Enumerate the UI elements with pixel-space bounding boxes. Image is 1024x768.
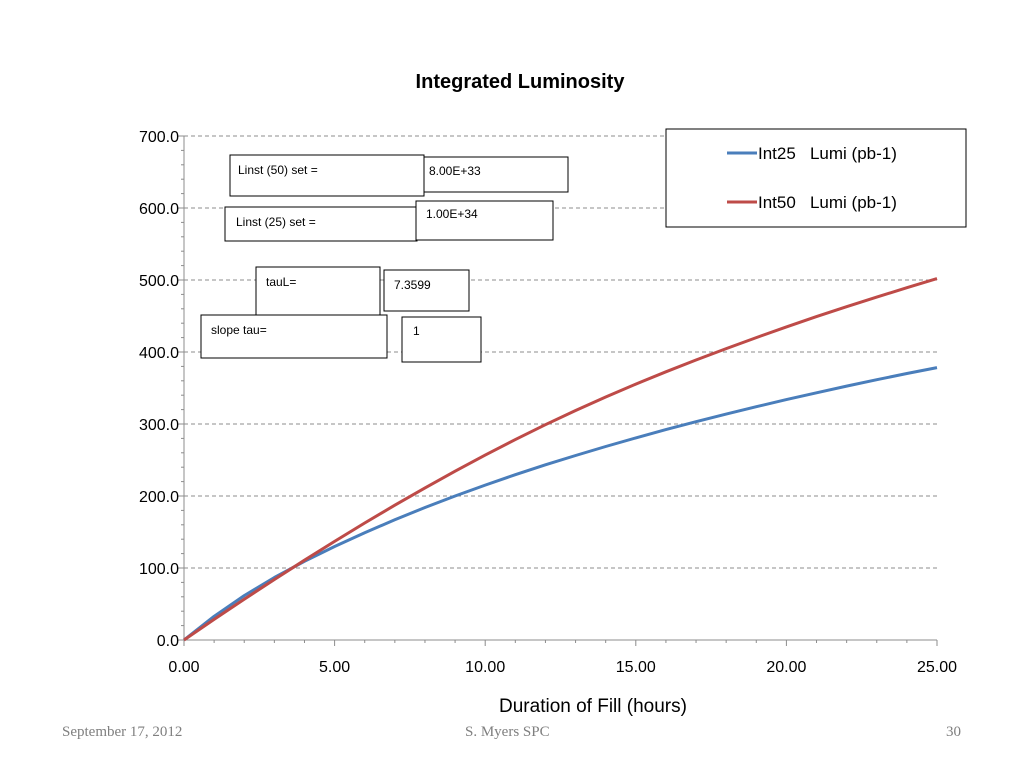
x-tick-label: 0.00 [168, 659, 199, 676]
annotation-linst50: Linst (50) set = 8.00E+33 [229, 154, 569, 197]
annotation-taul-label: tauL= [266, 275, 296, 289]
annotation-taul-value-box [383, 269, 470, 312]
series-line-int50 [183, 277, 938, 642]
y-tick-label: 300.0 [139, 417, 179, 434]
annotation-taul-value: 7.3599 [394, 278, 431, 292]
footer-date: September 17, 2012 [62, 724, 183, 740]
x-tick-label: 10.00 [465, 659, 505, 676]
x-tick-label: 25.00 [917, 659, 957, 676]
annotation-linst25-label: Linst (25) set = [236, 215, 316, 229]
annotation-linst50-value-box [423, 156, 569, 193]
x-axis-label: Duration of Fill (hours) [499, 696, 687, 717]
annotation-linst50-label: Linst (50) set = [238, 163, 318, 177]
page-number: 30 [946, 724, 961, 740]
y-tick-label: 600.0 [139, 201, 179, 218]
y-tick-label: 0.0 [157, 633, 179, 650]
series-line-int25 [183, 366, 938, 642]
annotation-linst25-label-box [224, 206, 418, 242]
x-tick-label: 15.00 [616, 659, 656, 676]
annotation-slope-tau-value-box [401, 316, 482, 363]
annotation-linst25: Linst (25) set = 1.00E+34 [224, 200, 554, 242]
y-tick-label: 200.0 [139, 489, 179, 506]
annotation-linst50-label-box [229, 154, 425, 197]
y-tick-label: 400.0 [139, 345, 179, 362]
legend: Int25 Lumi (pb-1) Int50 Lumi (pb-1) [665, 128, 967, 228]
annotation-taul: tauL= 7.3599 [255, 266, 470, 316]
legend-label-int50: Int50 Lumi (pb-1) [758, 193, 897, 212]
series-lines [183, 277, 938, 642]
chart-title: Integrated Luminosity [416, 71, 626, 93]
x-tick-label: 20.00 [766, 659, 806, 676]
y-tick-label: 700.0 [139, 129, 179, 146]
footer-author: S. Myers SPC [465, 724, 550, 740]
annotation-linst25-value-box [415, 200, 554, 241]
legend-label-int25: Int25 Lumi (pb-1) [758, 144, 897, 163]
y-tick-label: 100.0 [139, 561, 179, 578]
annotation-linst50-value: 8.00E+33 [429, 164, 481, 178]
annotation-slope-tau-label-box [200, 314, 388, 359]
annotation-slope-tau: slope tau= 1 [200, 314, 482, 363]
annotation-linst25-value: 1.00E+34 [426, 207, 478, 221]
tick-labels: 0.0 100.0 200.0 300.0 400.0 500.0 600.0 700.0 0.… [139, 129, 957, 676]
legend-box [665, 128, 967, 228]
y-tick-label: 500.0 [139, 273, 179, 290]
annotation-slope-tau-label: slope tau= [211, 323, 267, 337]
annotation-slope-tau-value: 1 [413, 324, 420, 338]
axes [178, 135, 938, 646]
x-tick-label: 5.00 [319, 659, 350, 676]
